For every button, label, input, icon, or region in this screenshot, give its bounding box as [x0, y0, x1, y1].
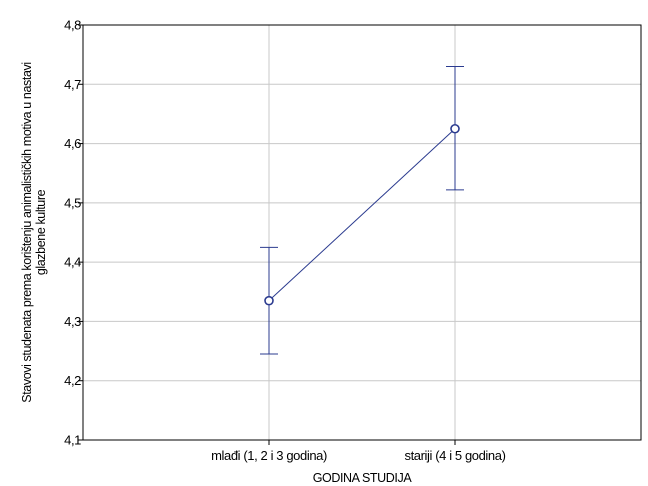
- grid: [83, 25, 641, 440]
- y-tick-label: 4,1: [64, 433, 81, 448]
- y-tick-label: 4,7: [64, 77, 81, 92]
- y-tick-label: 4,5: [64, 195, 81, 210]
- plot-frame: [82, 24, 642, 441]
- x-axis-label: GODINA STUDIJA: [313, 471, 413, 485]
- series: [260, 66, 464, 355]
- y-tick-label: 4,4: [64, 255, 81, 270]
- x-tick-label: mlađi (1, 2 i 3 godina): [211, 448, 327, 463]
- y-tick-label: 4,2: [64, 373, 81, 388]
- x-axis: mlađi (1, 2 i 3 godina) stariji (4 i 5 go…: [211, 440, 506, 463]
- data-point: [450, 123, 460, 134]
- y-axis: 4,1 4,2 4,3 4,4 4,5 4,6 4,7 4,8: [64, 18, 83, 448]
- series-line: [268, 128, 456, 302]
- x-tick-label: stariji (4 i 5 godina): [404, 448, 505, 463]
- y-axis-label-line-1: Stavovi studenata prema korištenju anima…: [20, 62, 34, 402]
- y-axis-label: Stavovi studenata prema korištenju anima…: [20, 62, 48, 402]
- y-axis-label-line-2: glazbene kulture: [34, 189, 48, 275]
- y-tick-label: 4,8: [64, 18, 81, 33]
- data-point: [264, 295, 274, 306]
- y-tick-label: 4,3: [64, 314, 81, 329]
- y-tick-label: 4,6: [64, 136, 81, 151]
